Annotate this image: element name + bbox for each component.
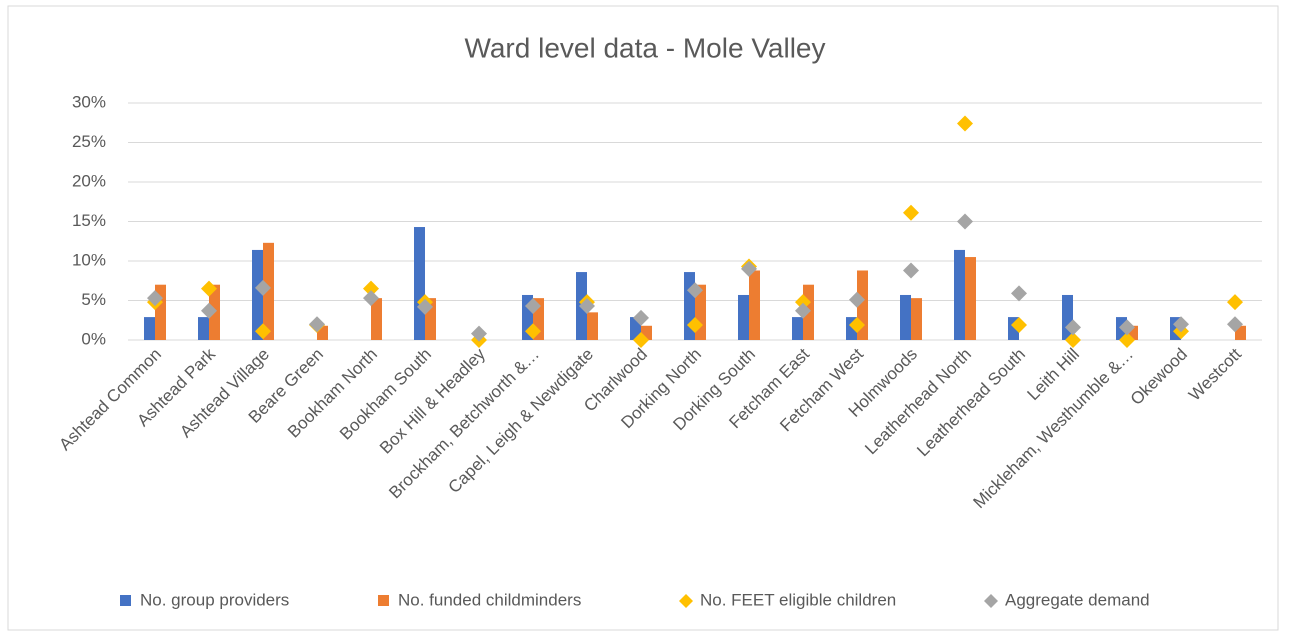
marker	[1119, 319, 1135, 336]
bar	[695, 284, 706, 340]
y-tick-label: 0%	[81, 329, 106, 348]
marker	[1011, 316, 1027, 333]
marker	[255, 323, 271, 340]
bar	[1062, 294, 1073, 340]
marker	[1065, 332, 1081, 348]
bar	[846, 317, 857, 340]
legend-swatch	[679, 594, 693, 608]
marker	[957, 213, 973, 230]
marker	[633, 332, 649, 348]
bar	[954, 249, 965, 340]
bar	[900, 294, 911, 340]
marker	[525, 323, 541, 340]
marker	[903, 204, 919, 221]
bar	[144, 317, 155, 340]
bar	[1127, 325, 1138, 340]
legend-label: No. group providers	[140, 590, 289, 609]
marker	[525, 298, 541, 315]
bar	[252, 249, 263, 340]
marker	[1173, 316, 1189, 333]
marker	[1011, 285, 1027, 302]
bar	[749, 270, 760, 340]
bar	[198, 317, 209, 340]
marker	[201, 280, 217, 297]
bar	[857, 270, 868, 340]
y-tick-label: 25%	[72, 132, 106, 151]
bar	[425, 298, 436, 340]
marker	[579, 298, 595, 315]
bar	[1170, 317, 1181, 340]
bar	[522, 294, 533, 340]
marker	[363, 280, 379, 297]
bar	[533, 298, 544, 340]
legend-label: No. FEET eligible children	[700, 590, 896, 609]
bar	[1235, 325, 1246, 340]
marker	[255, 279, 271, 296]
y-tick-label: 10%	[72, 250, 106, 269]
marker	[849, 316, 865, 333]
marker	[201, 302, 217, 319]
y-tick-label: 15%	[72, 211, 106, 230]
marker	[687, 316, 703, 333]
marker	[903, 262, 919, 279]
y-tick-label: 5%	[81, 290, 106, 309]
y-tick-label: 20%	[72, 171, 106, 190]
marker	[1227, 294, 1243, 311]
bar	[317, 325, 328, 340]
marker	[687, 282, 703, 299]
bar	[155, 284, 166, 340]
bar	[911, 298, 922, 340]
y-tick-label: 30%	[72, 92, 106, 111]
chart-title: Ward level data - Mole Valley	[464, 32, 825, 63]
marker	[849, 291, 865, 308]
legend-swatch	[984, 594, 998, 608]
marker	[633, 309, 649, 326]
marker	[471, 325, 487, 342]
bar	[263, 242, 274, 340]
bar	[1008, 317, 1019, 340]
marker	[957, 115, 973, 132]
marker	[795, 294, 811, 311]
marker	[363, 290, 379, 307]
bar	[965, 257, 976, 340]
marker	[795, 302, 811, 319]
legend-swatch	[120, 595, 131, 606]
marker	[741, 260, 757, 277]
bar	[371, 298, 382, 340]
marker	[147, 290, 163, 307]
bar	[587, 312, 598, 340]
legend-label: No. funded childminders	[398, 590, 581, 609]
bar	[630, 317, 641, 340]
bar	[641, 325, 652, 340]
legend-label: Aggregate demand	[1005, 590, 1150, 609]
marker	[309, 316, 325, 333]
bar	[792, 317, 803, 340]
bar	[684, 272, 695, 340]
legend-swatch	[378, 595, 389, 606]
marker	[417, 298, 433, 315]
marker	[1119, 332, 1135, 348]
marker	[1065, 319, 1081, 336]
bar	[414, 227, 425, 340]
bar	[738, 294, 749, 340]
marker	[1227, 316, 1243, 333]
